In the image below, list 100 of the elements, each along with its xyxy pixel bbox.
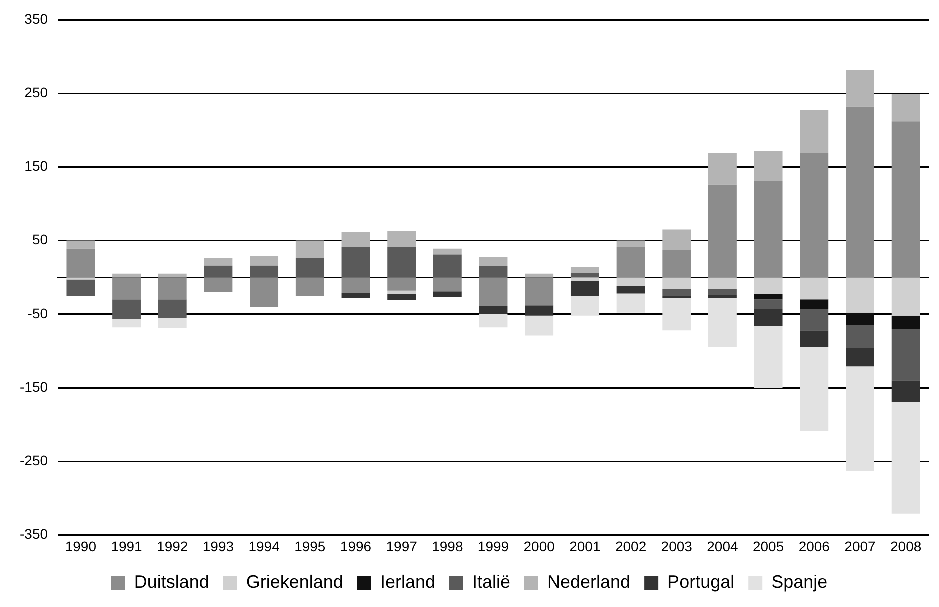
bar	[158, 300, 187, 318]
bar	[158, 318, 187, 328]
x-tick-label: 2008	[890, 538, 922, 554]
bar	[892, 329, 920, 381]
bar	[754, 151, 783, 182]
bar	[846, 366, 874, 472]
bar	[479, 306, 508, 314]
x-tick-label: 2003	[661, 538, 693, 554]
y-tick-label: -50	[28, 305, 48, 322]
bar	[754, 309, 783, 326]
bar	[892, 278, 920, 316]
bar	[479, 278, 508, 306]
bar	[388, 231, 416, 248]
bar	[616, 247, 646, 278]
bar	[204, 258, 233, 266]
bar	[342, 278, 370, 294]
bar	[204, 278, 233, 292]
y-tick-label: 50	[32, 232, 48, 248]
legend-label: Portugal	[668, 572, 735, 592]
bar	[662, 230, 692, 250]
y-tick-label: 150	[24, 158, 48, 174]
bar	[800, 330, 829, 348]
bar	[525, 316, 554, 336]
x-tick-label: 2001	[570, 538, 601, 554]
x-tick-label: 1991	[111, 538, 143, 554]
x-tick-label: 2000	[524, 538, 556, 554]
x-tick-label: 1999	[478, 538, 510, 554]
y-tick-label: 250	[24, 84, 48, 100]
x-tick-label: 2002	[615, 538, 647, 554]
bar	[616, 240, 646, 248]
bar	[800, 309, 829, 331]
bar	[800, 300, 829, 310]
bar	[296, 278, 324, 296]
legend-label: Duitsland	[134, 572, 210, 592]
bar	[388, 290, 416, 295]
bar	[433, 248, 462, 255]
x-tick-label: 1996	[340, 538, 372, 554]
bar	[66, 240, 96, 249]
bar	[479, 256, 508, 267]
y-tick-label: -350	[20, 526, 48, 542]
legend-label: Ierland	[380, 572, 436, 592]
bar	[250, 278, 279, 308]
x-tick-label: 1994	[248, 538, 280, 554]
legend-label: Italië	[472, 572, 511, 592]
bar	[112, 320, 141, 328]
legend-label: Nederland	[548, 572, 631, 592]
bar	[800, 348, 829, 432]
bar	[892, 402, 920, 514]
bar	[570, 281, 600, 296]
bar	[754, 278, 783, 295]
bar	[570, 278, 600, 282]
x-tick-label: 2006	[798, 538, 830, 554]
bar	[754, 294, 783, 300]
bar	[846, 106, 874, 278]
bar	[388, 247, 416, 278]
x-tick-label: 2004	[707, 538, 738, 554]
bar	[158, 278, 187, 300]
bar	[708, 184, 737, 278]
bar	[708, 278, 737, 290]
x-tick-label: 1998	[432, 538, 464, 554]
bar	[525, 274, 554, 278]
bar	[342, 232, 370, 248]
bar	[754, 181, 783, 278]
bar	[570, 267, 600, 274]
bar	[708, 153, 737, 185]
bar	[296, 258, 324, 278]
bar	[800, 153, 829, 278]
x-tick-label: 2007	[844, 538, 876, 554]
bar	[250, 266, 279, 278]
legend-label: Griekenland	[246, 572, 344, 592]
bar	[433, 278, 462, 292]
bar	[525, 278, 554, 306]
bar	[296, 240, 324, 258]
bar	[433, 292, 462, 298]
bar	[158, 274, 187, 278]
bar	[754, 326, 783, 388]
bar	[342, 247, 370, 278]
bar	[525, 306, 554, 316]
bar	[388, 278, 416, 291]
bar	[479, 314, 508, 328]
bar	[616, 286, 646, 294]
x-tick-label: 1992	[157, 538, 188, 554]
y-tick-label: -250	[20, 452, 48, 468]
bar	[662, 289, 692, 296]
bar	[204, 266, 233, 278]
bar	[892, 94, 920, 122]
bar	[800, 110, 829, 154]
x-tick-label: 1990	[65, 538, 97, 554]
y-tick-label: 350	[24, 10, 48, 27]
bar	[892, 122, 920, 278]
bar	[433, 254, 462, 278]
bar	[570, 296, 600, 316]
x-tick-label: 1995	[294, 538, 326, 554]
bar	[662, 250, 692, 278]
bar	[66, 280, 96, 296]
legend-label: Spanje	[772, 572, 828, 592]
bar	[708, 289, 737, 296]
x-tick-label: 1997	[386, 538, 418, 554]
bar	[892, 316, 920, 330]
bar	[570, 273, 600, 278]
